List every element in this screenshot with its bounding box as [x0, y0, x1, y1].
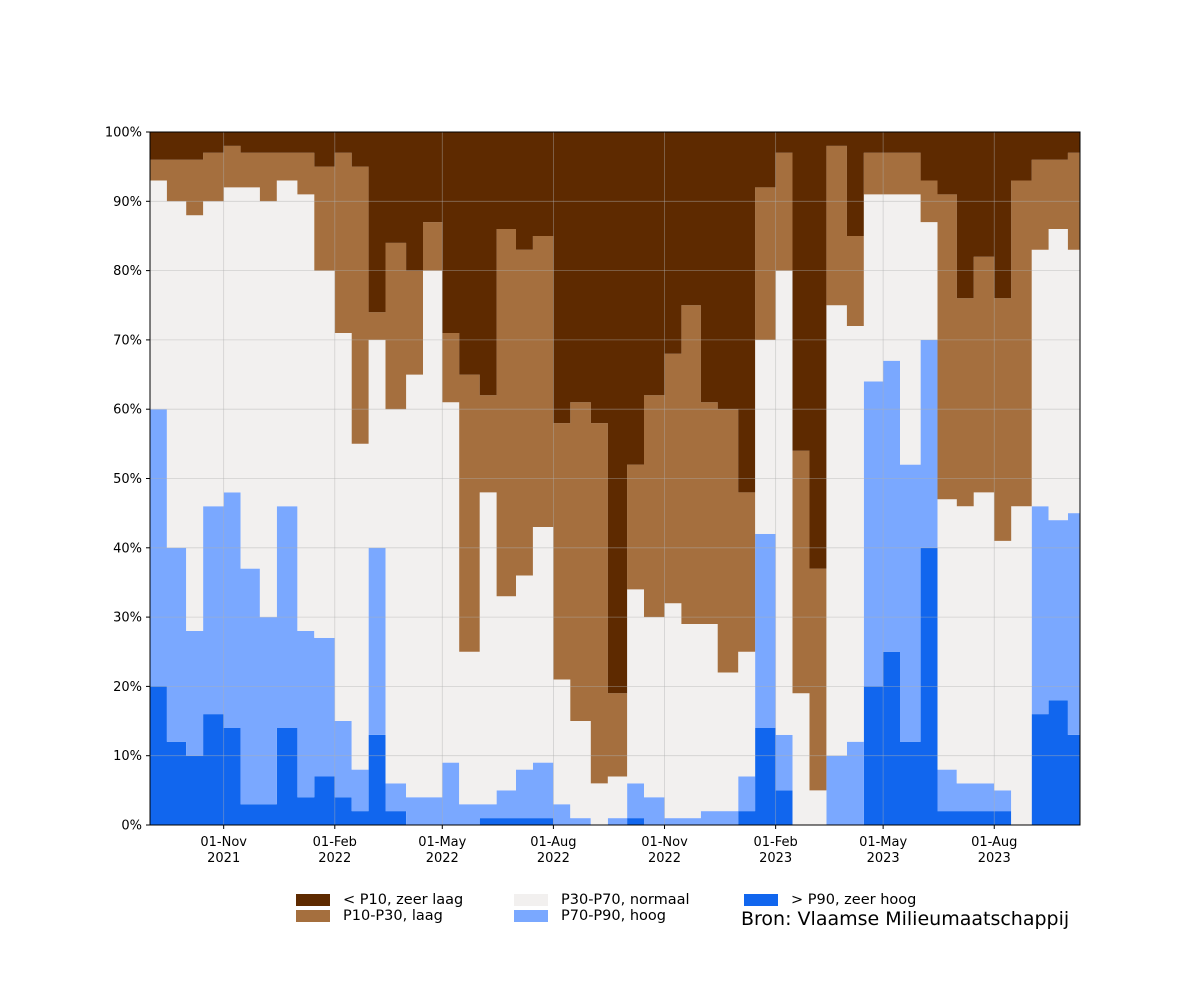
- legend-swatch: [514, 910, 548, 922]
- x-tick-year-label: 2021: [207, 851, 240, 866]
- legend-swatch: [296, 910, 330, 922]
- x-tick-label: 01-Feb: [313, 835, 357, 850]
- y-tick-label: 30%: [113, 611, 142, 626]
- legend-label: P30-P70, normaal: [561, 892, 690, 908]
- x-tick-label: 01-Feb: [754, 835, 798, 850]
- x-tick-label: 01-Nov: [641, 835, 688, 850]
- x-tick-year-label: 2022: [648, 851, 681, 866]
- legend-label: P10-P30, laag: [343, 908, 443, 924]
- y-axis: 0% 10% 20% 30% 40% 50% 60% 70% 80% 90% 100%: [105, 126, 150, 834]
- y-tick-label: 80%: [113, 264, 142, 279]
- y-tick-label: 70%: [113, 333, 142, 348]
- x-tick-year-label: 2023: [759, 851, 792, 866]
- x-tick-year-label: 2022: [537, 851, 570, 866]
- y-tick-label: 40%: [113, 541, 142, 556]
- legend-swatch: [514, 894, 548, 906]
- legend: < P10, zeer laag P10-P30, laag P30-P70, …: [296, 892, 916, 932]
- y-tick-label: 100%: [105, 126, 142, 141]
- x-tick-year-label: 2022: [426, 851, 459, 866]
- series-area-2: [150, 180, 1080, 825]
- x-tick-year-label: 2023: [867, 851, 900, 866]
- x-tick-year-label: 2023: [978, 851, 1011, 866]
- x-tick-label: 01-May: [859, 835, 907, 850]
- series-area-3: [150, 132, 1080, 791]
- x-tick-year-label: 2022: [318, 851, 351, 866]
- series-area-4: [150, 111, 1080, 694]
- y-tick-label: 90%: [113, 195, 142, 210]
- legend-swatch: [296, 894, 330, 906]
- x-tick-label: 01-Aug: [971, 835, 1017, 850]
- legend-label: P70-P90, hoog: [561, 908, 666, 924]
- source-credit: Bron: Vlaamse Milieumaatschappij: [741, 908, 1070, 930]
- y-tick-label: 60%: [113, 403, 142, 418]
- plot-areas: [150, 111, 1080, 825]
- x-tick-label: 01-Aug: [530, 835, 576, 850]
- y-tick-label: 10%: [113, 749, 142, 764]
- y-tick-label: 50%: [113, 472, 142, 487]
- legend-label: < P10, zeer laag: [343, 892, 464, 908]
- y-tick-label: 0%: [121, 819, 142, 834]
- legend-label: > P90, zeer hoog: [791, 892, 917, 908]
- legend-swatch: [744, 894, 778, 906]
- x-axis: 01-Nov202101-Feb202201-May202201-Aug2022…: [200, 825, 1017, 866]
- y-tick-label: 20%: [113, 680, 142, 695]
- x-tick-label: 01-May: [418, 835, 466, 850]
- series-area-1: [150, 339, 1080, 825]
- x-tick-label: 01-Nov: [200, 835, 247, 850]
